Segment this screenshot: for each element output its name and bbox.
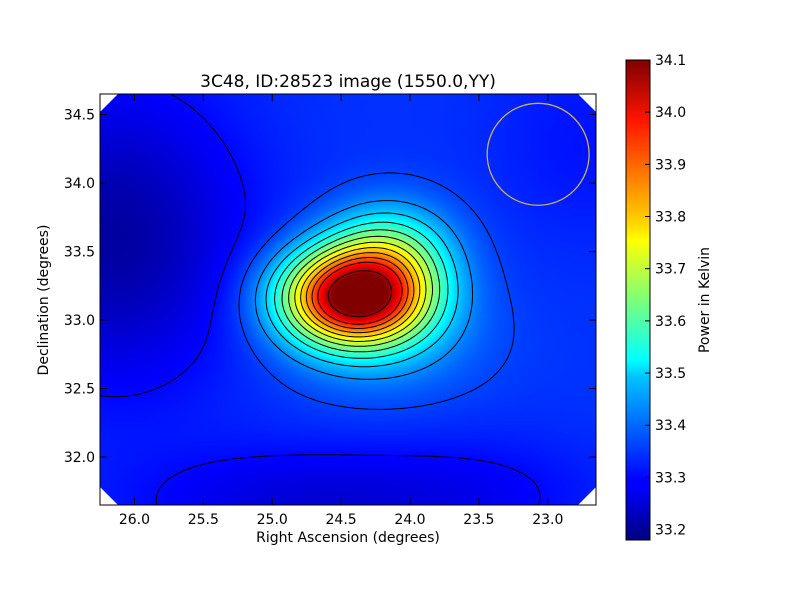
colorbar-tick-label: 33.2 (655, 523, 686, 539)
contour-line-7 (288, 235, 433, 347)
y-tick-label: 32.0 (64, 450, 95, 466)
chart-title: 3C48, ID:28523 image (1550.0,YY) (200, 72, 496, 92)
x-tick-label: 25.0 (257, 512, 288, 528)
colorbar-tick-label: 34.0 (655, 105, 686, 121)
y-axis: 32.0 32.5 33.0 33.5 34.0 34.5 (64, 108, 596, 466)
contour-line-10 (305, 252, 415, 334)
contour-line-8 (294, 241, 427, 342)
colorbar-tick-label: 33.5 (655, 366, 686, 382)
contour-line-3 (254, 200, 473, 380)
x-tick-label: 24.5 (326, 512, 357, 528)
colorbar-tick-label: 34.1 (655, 53, 686, 69)
x-axis-label: Right Ascension (degrees) (256, 530, 440, 546)
x-tick-label: 26.0 (119, 512, 150, 528)
contour-line-4 (265, 212, 459, 368)
contour-line-2 (238, 172, 515, 410)
colorbar-tick-label: 33.8 (655, 210, 686, 226)
y-axis-label: Declination (degrees) (36, 225, 52, 376)
y-tick-label: 33.0 (64, 313, 95, 329)
contour-line-13 (327, 270, 392, 318)
colorbar-label: Power in Kelvin (697, 247, 713, 353)
contour-line-1 (100, 94, 541, 505)
x-tick-label: 24.0 (394, 512, 425, 528)
contour-line-11 (311, 257, 409, 329)
heatmap-raster (100, 94, 596, 505)
colorbar-tick-label: 33.3 (655, 470, 686, 486)
x-tick-label: 23.5 (463, 512, 494, 528)
y-tick-label: 34.0 (64, 176, 95, 192)
contour-line-12 (317, 261, 403, 325)
colorbar: 33.2 33.3 33.4 33.5 33.6 33.7 33.8 33.9 34.0 34.1… (625, 53, 713, 541)
x-axis: 26.0 25.5 25.0 24.5 24.0 23.5 23.0 (119, 94, 563, 528)
contour-line-5 (274, 221, 449, 359)
plot-frame (99, 93, 597, 506)
colorbar-tick-label: 33.9 (655, 157, 686, 173)
heatmap-image (100, 94, 596, 505)
contour-line-6 (281, 229, 441, 353)
colorbar-tick-label: 33.7 (655, 262, 686, 278)
contour-line-9 (300, 247, 421, 338)
y-tick-label: 33.5 (64, 245, 95, 261)
x-tick-label: 23.0 (532, 512, 563, 528)
beam-circle-annotation (486, 102, 590, 206)
contour-lines (100, 94, 541, 505)
colorbar-tick-label: 33.4 (655, 418, 686, 434)
colorbar-gradient (625, 59, 651, 541)
colorbar-ticks: 33.2 33.3 33.4 33.5 33.6 33.7 33.8 33.9 34.0 34.1 (645, 53, 686, 539)
colorbar-tick-label: 33.6 (655, 314, 686, 330)
y-tick-label: 32.5 (64, 382, 95, 398)
x-tick-label: 25.5 (188, 512, 219, 528)
y-tick-label: 34.5 (64, 108, 95, 124)
